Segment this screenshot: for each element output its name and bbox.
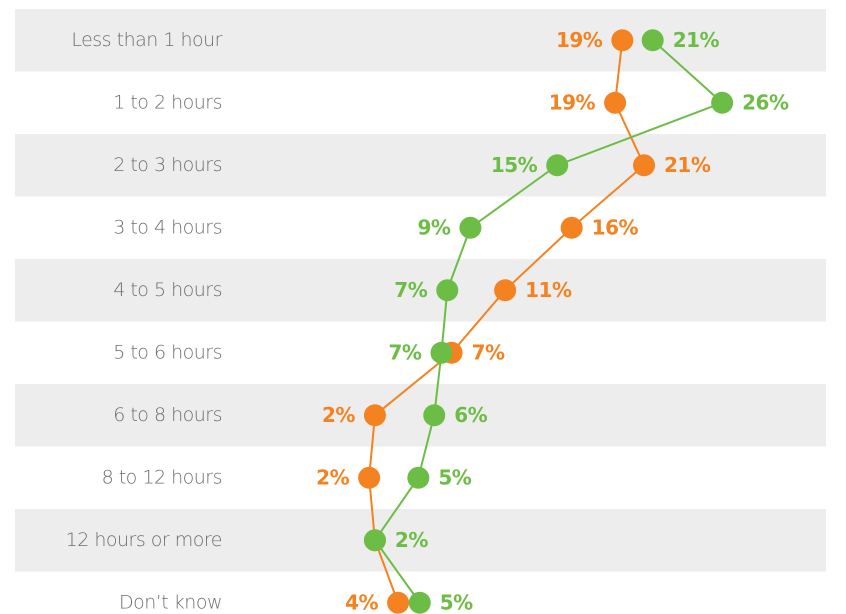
dot <box>459 216 482 239</box>
category-label: 8 to 12 hours <box>102 466 222 488</box>
category-label: 2 to 3 hours <box>113 154 222 176</box>
category-label: 3 to 4 hours <box>113 216 222 238</box>
value-label: 2% <box>322 403 355 427</box>
category-label: 4 to 5 hours <box>113 279 222 301</box>
value-label: 26% <box>742 90 789 114</box>
dot <box>358 466 381 489</box>
dot <box>436 279 459 302</box>
value-label: 5% <box>438 465 471 489</box>
dot <box>560 216 583 239</box>
value-label: 7% <box>472 340 505 364</box>
dot <box>611 29 634 52</box>
dot <box>363 404 386 427</box>
value-label: 5% <box>440 590 473 614</box>
value-label: 2% <box>395 528 428 552</box>
category-label: 1 to 2 hours <box>113 91 222 113</box>
value-label: 7% <box>389 340 422 364</box>
row-band <box>15 9 826 72</box>
value-label: 7% <box>394 278 427 302</box>
row-band <box>15 259 826 322</box>
value-label: 19% <box>549 90 596 114</box>
row-band <box>15 134 826 197</box>
dot <box>363 529 386 552</box>
row-band <box>15 384 826 447</box>
dot <box>633 154 656 177</box>
dot <box>407 466 430 489</box>
dot <box>430 341 453 364</box>
dot <box>408 591 431 614</box>
value-label: 16% <box>592 215 639 239</box>
category-label: Less than 1 hour <box>71 29 222 51</box>
value-label: 2% <box>316 465 349 489</box>
row-band <box>15 509 826 572</box>
category-label: 6 to 8 hours <box>113 404 222 426</box>
dot <box>604 91 627 114</box>
value-label: 4% <box>345 590 378 614</box>
dot <box>546 154 569 177</box>
category-label: 5 to 6 hours <box>113 341 222 363</box>
series-line <box>368 40 646 604</box>
value-label: 15% <box>491 153 538 177</box>
category-label: Don’t know <box>119 591 222 613</box>
value-label: 9% <box>417 215 450 239</box>
series-line <box>373 39 725 604</box>
value-label: 19% <box>556 28 603 52</box>
value-label: 11% <box>525 278 572 302</box>
value-label: 6% <box>454 403 487 427</box>
dot <box>711 91 734 114</box>
value-label: 21% <box>673 28 720 52</box>
dot <box>423 404 446 427</box>
category-label: 12 hours or more <box>66 529 222 551</box>
dot <box>641 29 664 52</box>
dot <box>494 279 517 302</box>
value-label: 21% <box>664 153 711 177</box>
dot <box>387 591 410 614</box>
